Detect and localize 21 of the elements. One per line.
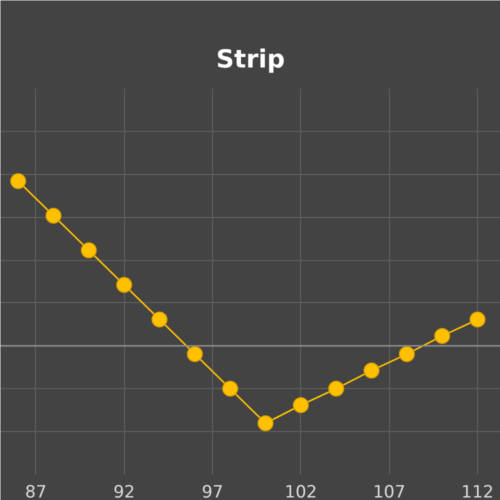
- x-tick-label: 107: [372, 482, 406, 500]
- point: [258, 415, 274, 432]
- x-tick-label: 92: [113, 482, 135, 500]
- point: [364, 362, 380, 379]
- point: [292, 397, 309, 414]
- x-tick-label: 102: [284, 482, 318, 500]
- chart-title: Strip: [216, 44, 285, 74]
- point: [434, 328, 450, 344]
- point: [186, 346, 203, 362]
- point: [470, 311, 486, 328]
- x-tick-label: 112: [461, 482, 494, 500]
- point: [222, 380, 238, 397]
- point: [398, 346, 415, 362]
- point: [152, 311, 168, 328]
- point: [10, 173, 26, 190]
- point: [80, 242, 97, 258]
- point: [116, 276, 132, 293]
- point: [46, 208, 62, 224]
- point: [328, 380, 344, 397]
- x-tick-label: 97: [202, 482, 224, 500]
- x-tick-label: 87: [25, 482, 47, 500]
